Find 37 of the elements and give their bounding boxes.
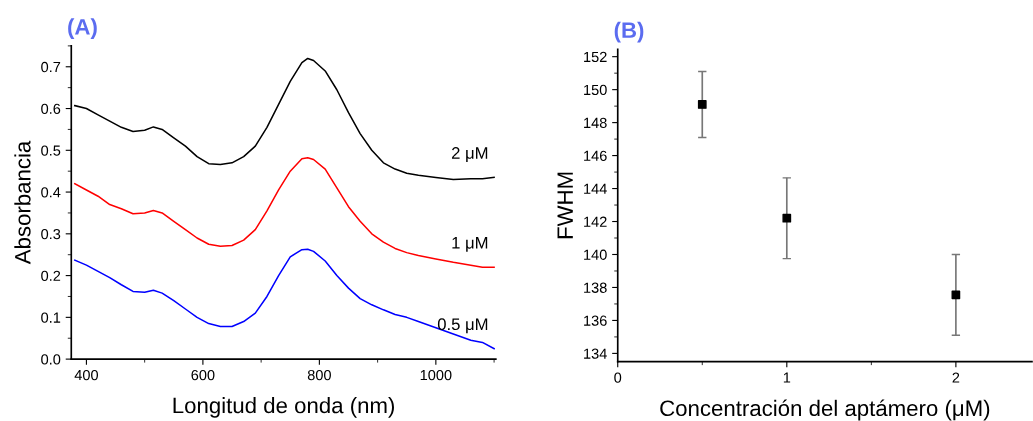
- y-tick-label: 0.0: [41, 354, 61, 365]
- y-tick-label: 134: [584, 348, 607, 359]
- x-tick-label: 1000: [420, 369, 452, 381]
- y-tick-label: 142: [584, 216, 607, 227]
- y-tick-label: 150: [584, 84, 607, 96]
- x-tick-label: 600: [191, 369, 215, 381]
- y-tick-label: 0.6: [41, 103, 61, 114]
- x-tick-label: 400: [74, 369, 99, 381]
- y-tick-label: 138: [584, 282, 607, 293]
- y-tick-label: 0.4: [41, 187, 61, 198]
- series-label: 1 μM: [452, 237, 488, 252]
- y-tick-label: 146: [584, 150, 607, 162]
- y-tick-label: 0.7: [41, 61, 61, 73]
- y-tick-label: 0.1: [41, 312, 61, 323]
- line-series: [74, 57, 495, 181]
- x-tick-label: 2: [952, 372, 960, 383]
- y-tick-label: 140: [584, 249, 607, 260]
- point: [697, 100, 707, 109]
- x-axis-title: Concentración del aptámero (μM): [660, 399, 990, 421]
- y-tick-label: 0.5: [41, 145, 61, 156]
- chart-title: (B): [614, 21, 644, 43]
- x-tick-label: 1: [783, 372, 791, 383]
- x-tick-label: 0: [614, 372, 622, 383]
- y-tick-label: 152: [584, 51, 607, 63]
- y-tick-label: 0.3: [41, 228, 61, 240]
- series-label: 2 μM: [451, 147, 488, 162]
- point: [782, 213, 792, 223]
- y-tick-label: 0.2: [41, 270, 61, 282]
- chart-title: (A): [68, 18, 97, 40]
- series-label: 0.5 μM: [437, 318, 488, 334]
- x-tick-label: 800: [307, 369, 331, 381]
- y-axis-title: Absorbancia: [14, 140, 31, 265]
- y-tick-label: 144: [584, 183, 607, 194]
- y-tick-label: 136: [584, 315, 607, 326]
- y-tick-label: 148: [584, 117, 607, 129]
- x-axis-title: Longitud de onda (nm): [173, 397, 394, 418]
- y-axis-title: FWHM: [557, 172, 573, 239]
